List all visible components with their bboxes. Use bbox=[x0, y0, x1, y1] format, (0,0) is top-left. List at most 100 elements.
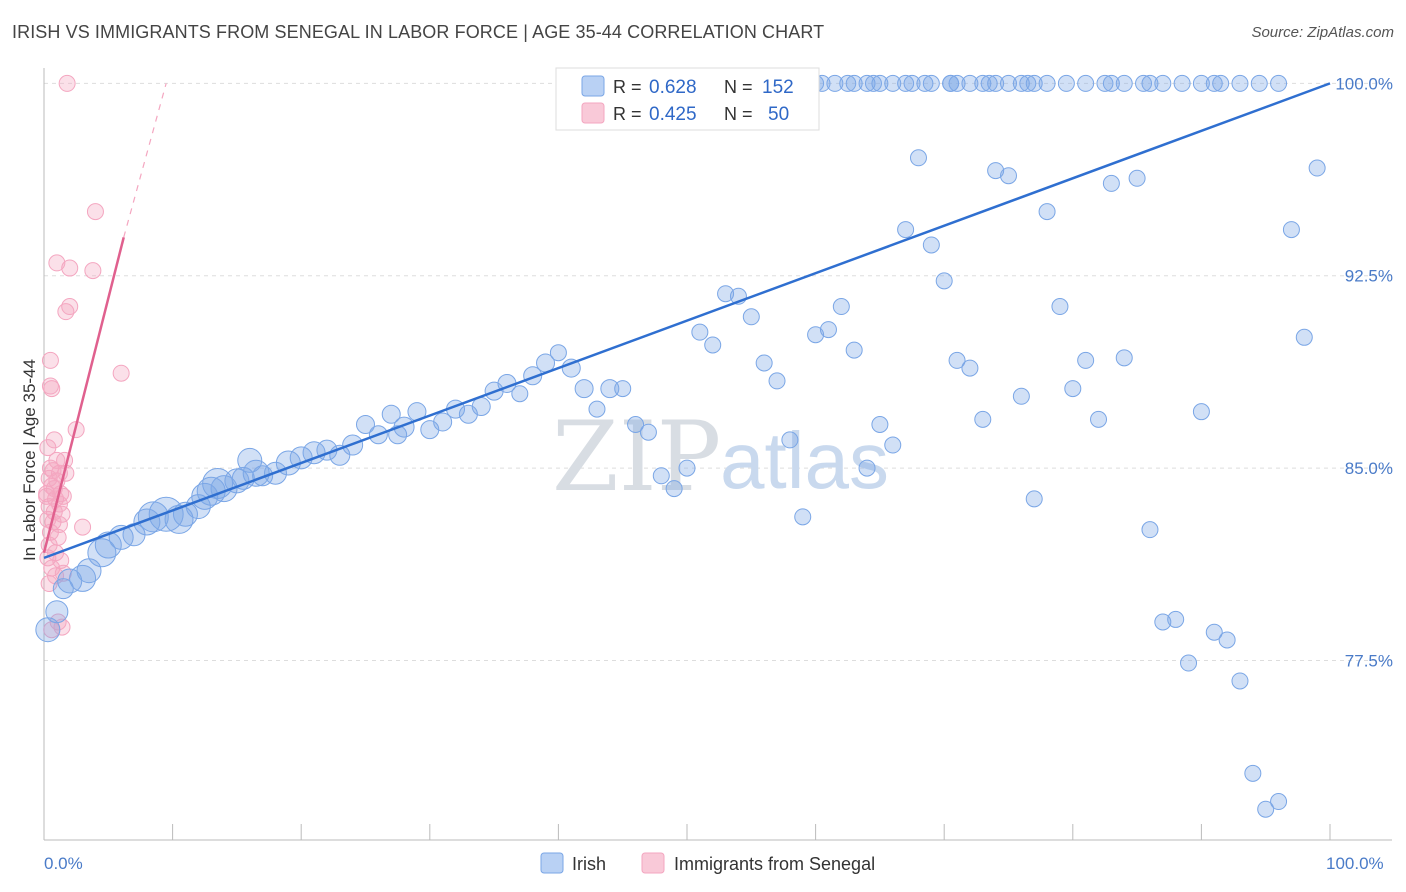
irish-point-150 bbox=[1102, 74, 1120, 92]
irish-point-143 bbox=[897, 74, 915, 92]
senegal-point-44 bbox=[41, 459, 59, 477]
irish-point-151 bbox=[1141, 74, 1159, 92]
irish-point-53 bbox=[614, 380, 632, 398]
bottom-legend-swatch-senegal bbox=[641, 852, 665, 874]
legend-r-value-senegal: 0.425 bbox=[649, 104, 697, 125]
irish-point-99 bbox=[1205, 623, 1223, 641]
irish-point-123 bbox=[1019, 74, 1037, 92]
irish-point-25 bbox=[242, 459, 270, 487]
irish-point-52 bbox=[600, 379, 620, 399]
irish-point-106 bbox=[1295, 328, 1313, 346]
watermark: ZIP atlas bbox=[552, 401, 889, 513]
senegal-point-48 bbox=[44, 462, 62, 480]
legend-swatch-irish bbox=[581, 75, 605, 97]
series-irish bbox=[35, 74, 1326, 818]
irish-point-7 bbox=[94, 531, 122, 559]
irish-point-79 bbox=[948, 351, 966, 369]
irish-point-69 bbox=[819, 321, 837, 339]
irish-point-146 bbox=[974, 74, 992, 92]
irish-point-114 bbox=[845, 74, 863, 92]
irish-point-50 bbox=[574, 379, 594, 399]
irish-point-131 bbox=[1173, 74, 1191, 92]
irish-point-113 bbox=[826, 74, 844, 92]
irish-point-121 bbox=[980, 74, 998, 92]
irish-point-129 bbox=[1135, 74, 1153, 92]
irish-point-116 bbox=[884, 74, 902, 92]
irish-point-107 bbox=[1308, 159, 1326, 177]
irish-point-93 bbox=[1128, 169, 1146, 187]
irish-point-1 bbox=[45, 600, 69, 624]
legend-r-label-irish: R = bbox=[613, 77, 642, 97]
irish-point-71 bbox=[845, 341, 863, 359]
bottom-legend-label-senegal: Immigrants from Senegal bbox=[674, 854, 875, 874]
irish-point-60 bbox=[704, 336, 722, 354]
irish-point-136 bbox=[1270, 74, 1288, 92]
irish-point-76 bbox=[909, 149, 927, 167]
irish-point-10 bbox=[133, 508, 161, 536]
chart-title: IRISH VS IMMIGRANTS FROM SENEGAL IN LABO… bbox=[12, 22, 825, 42]
irish-point-135 bbox=[1250, 74, 1268, 92]
legend-r-label-senegal: R = bbox=[613, 104, 642, 124]
irish-point-80 bbox=[961, 359, 979, 377]
irish-point-117 bbox=[903, 74, 921, 92]
irish-point-91 bbox=[1102, 174, 1120, 192]
irish-point-49 bbox=[561, 358, 581, 378]
irish-point-118 bbox=[922, 74, 940, 92]
irish-point-56 bbox=[652, 467, 670, 485]
irish-point-57 bbox=[665, 480, 683, 498]
bottom-legend-swatch-irish bbox=[540, 852, 564, 874]
irish-point-72 bbox=[858, 459, 876, 477]
irish-point-124 bbox=[1038, 74, 1056, 92]
stats-legend: R = 0.628 N = 152 R = 0.425 N = 50 bbox=[555, 67, 820, 131]
irish-point-133 bbox=[1212, 74, 1230, 92]
legend-n-value-irish: 152 bbox=[762, 77, 794, 98]
irish-point-88 bbox=[1064, 380, 1082, 398]
senegal-point-6 bbox=[61, 298, 79, 316]
irish-point-122 bbox=[1000, 74, 1017, 92]
senegal-trend-extension bbox=[123, 83, 167, 238]
irish-point-137 bbox=[1205, 74, 1223, 92]
senegal-point-9 bbox=[43, 380, 61, 398]
irish-point-148 bbox=[1012, 74, 1030, 92]
irish-point-45 bbox=[511, 385, 529, 403]
irish-point-94 bbox=[1141, 521, 1159, 539]
senegal-point-14 bbox=[39, 439, 57, 457]
bottom-legend-label-irish: Irish bbox=[572, 854, 606, 874]
irish-point-75 bbox=[897, 221, 915, 239]
senegal-trend-line bbox=[42, 236, 125, 554]
irish-point-63 bbox=[742, 308, 760, 326]
irish-point-82 bbox=[987, 162, 1005, 180]
irish-point-42 bbox=[471, 397, 491, 417]
y-tick-label-0: 77.5% bbox=[1345, 651, 1393, 670]
irish-point-141 bbox=[839, 74, 857, 92]
irish-point-115 bbox=[864, 74, 882, 92]
axes bbox=[43, 68, 1392, 841]
irish-point-74 bbox=[884, 436, 902, 454]
watermark-zip: ZIP bbox=[552, 401, 721, 513]
senegal-point-0 bbox=[58, 74, 76, 92]
senegal-point-10 bbox=[112, 364, 130, 382]
irish-point-103 bbox=[1257, 800, 1275, 818]
irish-point-128 bbox=[1115, 74, 1133, 92]
irish-point-4 bbox=[69, 564, 97, 592]
legend-n-label-irish: N = bbox=[724, 77, 753, 97]
legend-n-value-senegal: 50 bbox=[768, 104, 789, 125]
legend-n-label-senegal: N = bbox=[724, 104, 753, 124]
y-tick-label-3: 100.0% bbox=[1335, 74, 1393, 93]
irish-point-105 bbox=[1282, 221, 1300, 239]
irish-point-125 bbox=[1057, 74, 1075, 92]
irish-point-32 bbox=[356, 415, 375, 435]
irish-point-34 bbox=[381, 404, 401, 424]
irish-point-126 bbox=[1077, 74, 1095, 92]
irish-point-55 bbox=[639, 423, 657, 441]
trend-lines bbox=[42, 82, 1331, 560]
senegal-point-7 bbox=[41, 351, 59, 369]
irish-point-97 bbox=[1180, 654, 1198, 672]
irish-trend-line bbox=[43, 82, 1331, 560]
senegal-point-4 bbox=[84, 262, 102, 280]
senegal-point-3 bbox=[61, 259, 79, 277]
irish-point-92 bbox=[1115, 349, 1133, 367]
senegal-point-2 bbox=[48, 254, 66, 272]
irish-point-39 bbox=[433, 412, 453, 432]
